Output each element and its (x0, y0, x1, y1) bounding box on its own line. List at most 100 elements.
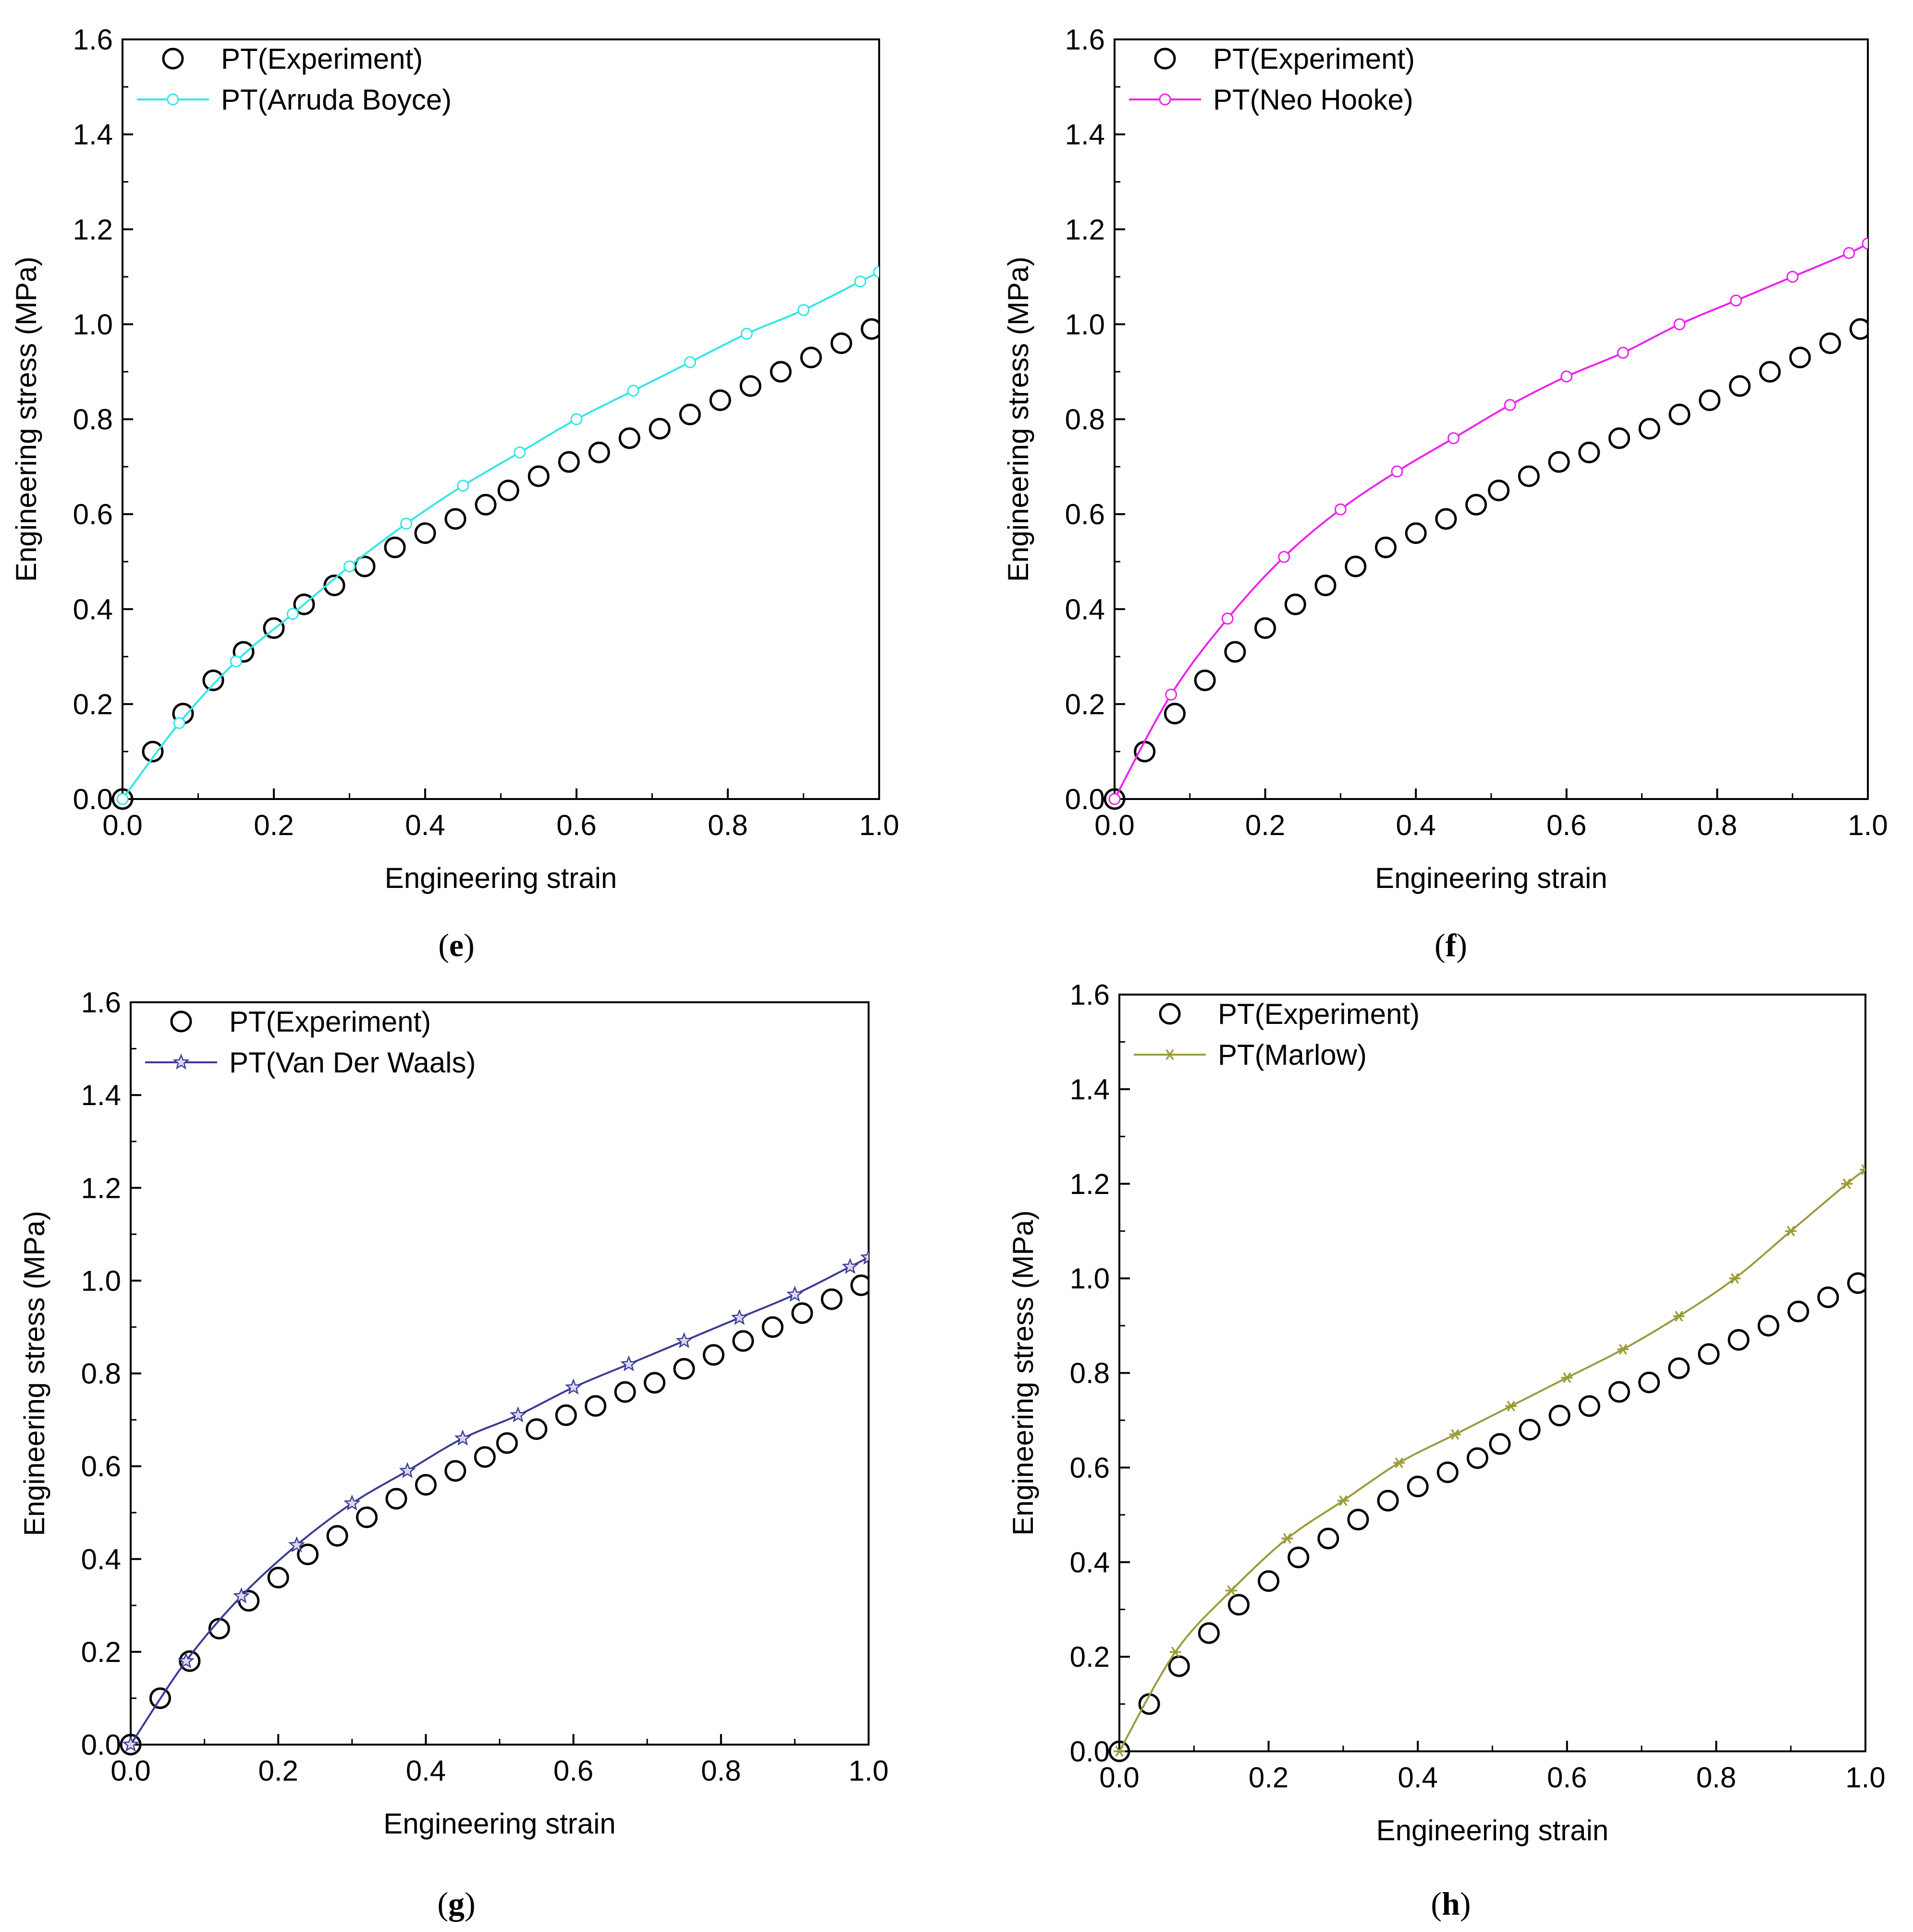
series-line (130, 1256, 869, 1746)
plot-frame (122, 38, 880, 800)
data-point (702, 1344, 724, 1366)
data-point (116, 793, 129, 805)
data-point (496, 1432, 518, 1454)
data-point (297, 1543, 319, 1565)
y-tick-label: 0.4 (1065, 593, 1105, 626)
x-tick-label: 1.0 (1845, 1761, 1885, 1794)
legend-marker (172, 1053, 190, 1070)
data-point (1165, 689, 1177, 701)
y-tick-label: 1.4 (73, 119, 113, 151)
data-point (444, 508, 466, 530)
data-point (1391, 465, 1403, 478)
data-point (821, 1288, 843, 1310)
data-point (1436, 1461, 1459, 1483)
y-axis-title: Engineering stress (MPa) (1002, 257, 1034, 582)
y-tick-label: 0.0 (73, 783, 113, 815)
legend-label: PT(Experiment) (229, 1006, 431, 1038)
data-point (1617, 346, 1629, 359)
plot-area (111, 266, 879, 810)
data-point (1134, 740, 1156, 763)
x-tick-label: 0.6 (553, 1755, 593, 1787)
data-point (1393, 1457, 1405, 1468)
data-point (854, 275, 867, 288)
data-point (509, 1406, 527, 1423)
data-point (675, 1332, 693, 1348)
data-point (679, 404, 701, 426)
y-tick-label: 0.2 (73, 688, 113, 720)
data-point (1407, 1476, 1429, 1498)
data-point (400, 517, 413, 530)
y-tick-label: 0.6 (81, 1451, 121, 1483)
data-point (570, 413, 583, 425)
data-point (1168, 1655, 1190, 1677)
data-point (1374, 536, 1397, 558)
data-point (399, 1462, 416, 1478)
data-point (1377, 1489, 1399, 1512)
data-point (1164, 702, 1186, 725)
data-point (149, 1687, 171, 1709)
x-tick-label: 0.6 (1546, 809, 1586, 841)
data-point (1447, 432, 1460, 444)
data-point (1608, 1381, 1631, 1403)
x-tick-label: 0.8 (1697, 809, 1737, 841)
x-tick-label: 0.2 (254, 809, 294, 841)
data-point (384, 536, 406, 558)
data-point (474, 1446, 496, 1468)
series-line (1118, 1169, 1865, 1752)
data-point (356, 1506, 378, 1528)
legend-entry: PT(Neo Hooke) (1129, 84, 1413, 116)
data-point (454, 1429, 471, 1446)
data-point (644, 1372, 666, 1394)
data-point (1169, 1647, 1181, 1658)
data-point (1786, 271, 1799, 283)
data-point (1789, 346, 1811, 369)
data-point (1489, 1433, 1511, 1455)
data-point (588, 442, 610, 464)
y-tick-label: 1.2 (1065, 213, 1105, 246)
data-point (1548, 451, 1570, 473)
data-point (415, 1474, 437, 1496)
data-point (620, 1355, 638, 1372)
data-point (1258, 1570, 1280, 1592)
y-tick-label: 0.0 (81, 1729, 121, 1761)
data-point (414, 522, 436, 544)
data-point (1337, 1495, 1349, 1506)
data-point (1108, 1740, 1130, 1762)
legend-marker (167, 93, 179, 106)
data-point (1518, 465, 1540, 487)
y-tick-label: 0.4 (81, 1543, 121, 1575)
y-tick-label: 1.2 (73, 213, 113, 246)
data-point (475, 493, 497, 516)
legend-entry: PT(Arruda Boyce) (137, 84, 452, 116)
data-point (111, 788, 134, 810)
data-point (1281, 1533, 1293, 1544)
data-point (1849, 318, 1868, 340)
legend-entry: PT(Van Der Waals) (145, 1046, 476, 1079)
series-line (1114, 243, 1868, 800)
data-point (179, 1650, 201, 1672)
data-point (1729, 375, 1751, 397)
data-point (1819, 332, 1841, 354)
y-tick-label: 0.2 (81, 1636, 121, 1668)
y-tick-label: 0.8 (1070, 1357, 1110, 1390)
x-axis-title: Engineering strain (383, 1808, 616, 1840)
data-point (263, 617, 285, 639)
data-point (1224, 641, 1246, 663)
data-point (585, 1395, 607, 1417)
data-point (1108, 793, 1121, 805)
data-point (1847, 1272, 1865, 1294)
data-point (770, 361, 792, 383)
data-point (786, 1285, 803, 1302)
data-point (761, 1316, 784, 1338)
data-point (1729, 1273, 1741, 1284)
legend-label: PT(Van Der Waals) (229, 1046, 476, 1079)
y-tick-label: 0.2 (1070, 1641, 1110, 1673)
data-point (1759, 361, 1781, 383)
y-tick-label: 0.6 (1065, 498, 1105, 530)
data-point (1561, 1372, 1573, 1383)
x-tick-label: 0.4 (1396, 809, 1435, 841)
legend-label: PT(Marlow) (1218, 1039, 1367, 1071)
data-point (873, 266, 879, 278)
data-point (293, 593, 315, 615)
panel-h: 0.0 0.2 0.4 0.6 0.8 1.0 1.2 1.4 1.6 0.0 0.2 0.4 0.6 0… (1007, 979, 1886, 1922)
